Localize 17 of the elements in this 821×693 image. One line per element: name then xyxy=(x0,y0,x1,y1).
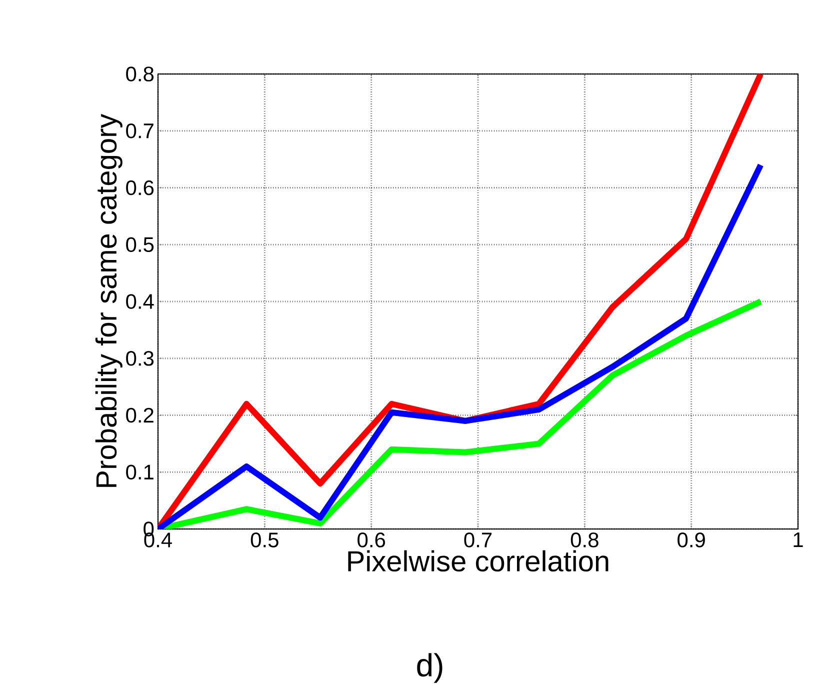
x-axis-title: Pixelwise correlation xyxy=(348,550,608,572)
y-tick-label: 0.1 xyxy=(126,464,154,480)
y-tick-label: 0.3 xyxy=(126,350,154,366)
y-axis-title: Probability for same category xyxy=(95,114,122,487)
y-tick-label: 0.6 xyxy=(126,180,154,196)
text: d) xyxy=(417,653,442,683)
x-tick-label: 0.6 xyxy=(358,532,386,548)
x-tick-label: 1 xyxy=(794,532,803,547)
x-tick-label: 0.8 xyxy=(570,532,598,548)
y-tick-label: 0.5 xyxy=(126,237,154,252)
x-tick-label: 0.9 xyxy=(678,532,705,548)
y-tick-label: 0.2 xyxy=(126,408,154,423)
y-tick-label: 0.4 xyxy=(126,294,154,309)
y-tick-label: 0.8 xyxy=(126,66,154,82)
y-tick-label: 0.7 xyxy=(126,123,154,138)
x-tick-label: 0.7 xyxy=(464,532,492,548)
x-tick-label: 0.5 xyxy=(250,532,278,548)
